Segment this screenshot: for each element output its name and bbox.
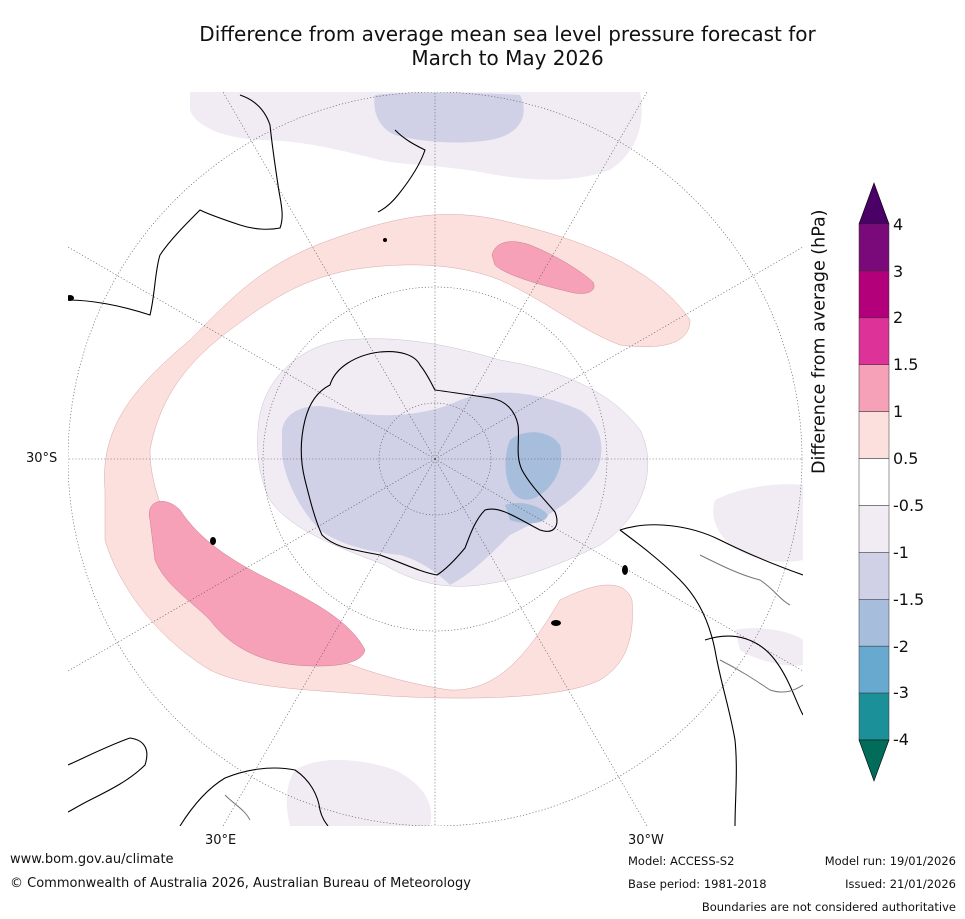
colorbar-min-arrow (858, 739, 890, 782)
footer-url[interactable]: www.bom.gov.au/climate (10, 852, 174, 867)
australia-coast (68, 94, 283, 316)
colorbar-segment (858, 270, 890, 319)
new-zealand-coast (377, 129, 426, 213)
map-title-line1: Difference from average mean sea level p… (199, 22, 816, 46)
colorbar-segment (858, 223, 890, 272)
anomaly-negative-east (713, 484, 803, 562)
south-america-coast-east (704, 635, 803, 716)
anomaly-negative-se (735, 628, 803, 666)
africa-coast-south (179, 767, 329, 826)
colorbar-max-arrow (858, 182, 890, 225)
anomaly-positive-core-pacific (491, 241, 595, 294)
anomaly-negative-south (286, 759, 432, 826)
anomaly-negative-nz (374, 92, 524, 143)
map-title-line2: March to May 2026 (411, 46, 604, 70)
lat-label-30s: 30°S (26, 451, 58, 466)
footer-copyright: © Commonwealth of Australia 2026, Austra… (10, 876, 471, 891)
colorbar-tick-label: -1 (893, 543, 909, 562)
colorbar (858, 182, 890, 782)
colorbar-tick-label: 3 (893, 262, 904, 281)
south-america-coast (619, 524, 803, 576)
anomaly-negative-weddell-south (505, 503, 548, 524)
footer-model: Model: ACCESS-S2 (628, 854, 735, 868)
colorbar-tick-label: -4 (893, 730, 909, 749)
colorbar-tick-label: -1.5 (893, 590, 925, 609)
colorbar-tick-label: 4 (893, 215, 904, 234)
lon-label-30w: 30°W (628, 833, 664, 848)
colorbar-segment (858, 552, 890, 600)
islands (68, 238, 628, 626)
colorbar-tick-label: 0.5 (893, 449, 919, 468)
anomaly-positive-core-west (148, 501, 366, 667)
colorbar-tick-label: 1 (893, 402, 904, 421)
footer-base-period: Base period: 1981-2018 (628, 877, 767, 891)
footer-model-run: Model run: 19/01/2026 (824, 854, 956, 868)
colorbar-segment (858, 364, 890, 412)
colorbar-title: Difference from average (hPa) (809, 209, 830, 474)
footer-issued: Issued: 21/01/2026 (845, 877, 956, 891)
colorbar-segment (858, 692, 890, 741)
colorbar-tick-label: -0.5 (893, 496, 925, 515)
coastlines (68, 94, 803, 826)
lon-label-30e: 30°E (205, 833, 237, 848)
colorbar-tick-label: 1.5 (893, 355, 919, 374)
south-america-coast-west (619, 529, 737, 826)
footer-disclaimer: Boundaries are not considered authoritat… (701, 900, 956, 914)
colorbar-segment (858, 599, 890, 647)
borders (224, 554, 803, 821)
anomaly-negative-weddell (505, 432, 562, 500)
colorbar-segment (858, 317, 890, 365)
colorbar-segment (858, 411, 890, 459)
africa-coast (68, 737, 148, 813)
anomaly-positive-ring (104, 214, 691, 699)
graticule (68, 92, 803, 826)
colorbar-tick-label: -2 (893, 637, 909, 656)
colorbar-segment (858, 505, 890, 553)
colorbar-tick-label: -3 (893, 683, 909, 702)
colorbar-segment (858, 458, 890, 506)
antarctica-coast (300, 351, 558, 576)
colorbar-boxes (858, 223, 890, 741)
map-area (68, 92, 803, 826)
colorbar-segment (858, 645, 890, 694)
colorbar-tick-label: 2 (893, 308, 904, 327)
